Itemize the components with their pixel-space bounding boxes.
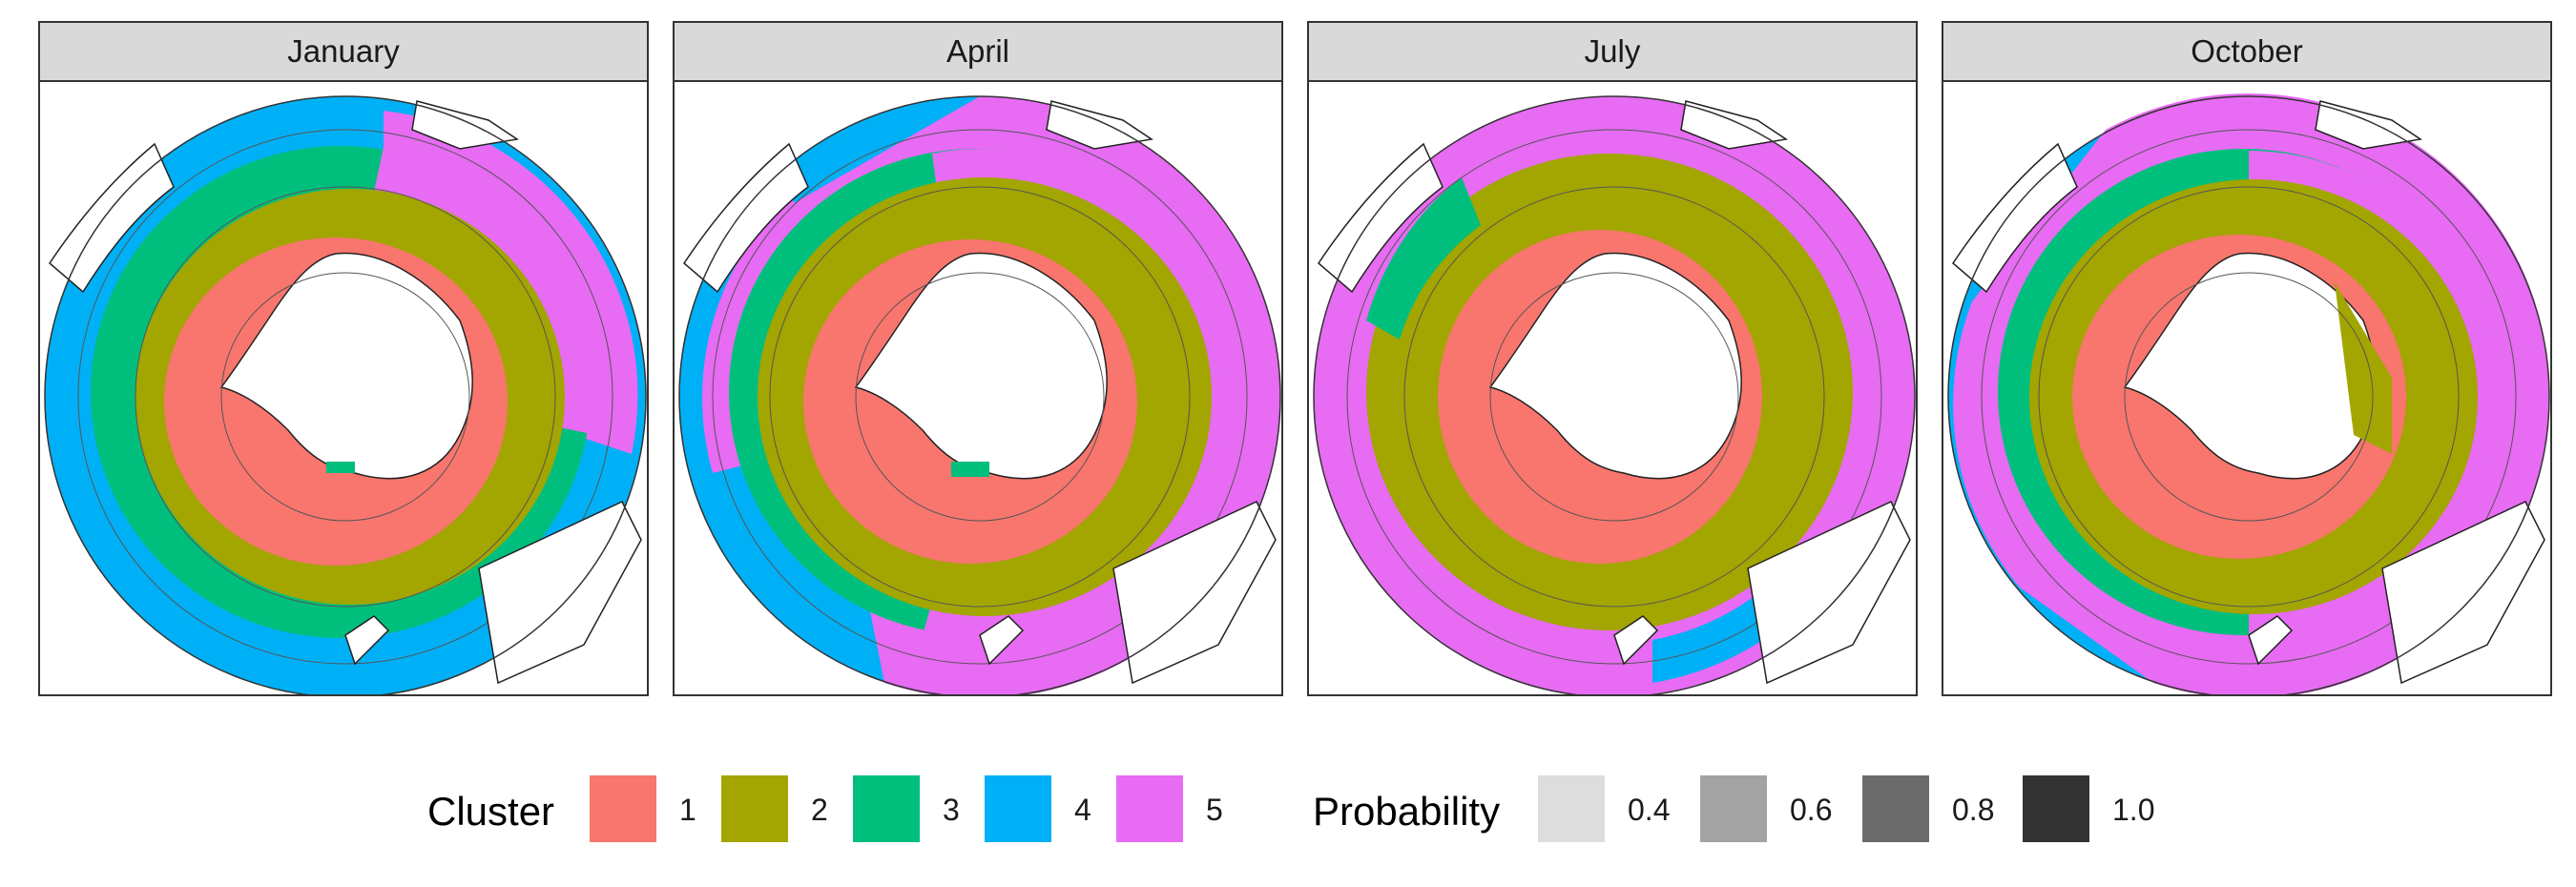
new-zealand-landmass — [344, 615, 390, 666]
graticule-ring — [712, 129, 1248, 665]
cluster-label: 5 — [1206, 793, 1223, 827]
cluster-swatch-2 — [721, 775, 788, 842]
map-boundary — [1947, 95, 2550, 694]
map-boundary — [1313, 95, 1916, 694]
africa-tip-landmass — [1680, 100, 1788, 150]
panel-october: October — [1942, 21, 2552, 696]
legend: Cluster 1 2 3 4 5 Probability 0.4 0.6 0.… — [0, 768, 2576, 854]
new-zealand-landmass — [1613, 615, 1659, 666]
cluster-swatch-1 — [590, 775, 656, 842]
probability-legend-title: Probability — [1313, 789, 1501, 834]
graticule-ring — [1403, 186, 1825, 608]
panel-title: April — [673, 21, 1283, 82]
map-boundary — [678, 95, 1281, 694]
probability-label: 0.8 — [1952, 793, 1995, 827]
map-svg — [1313, 95, 1916, 694]
panel-title: January — [38, 21, 649, 82]
cluster-label: 1 — [679, 793, 696, 827]
polar-map — [673, 82, 1283, 696]
graticule-ring — [1489, 272, 1739, 522]
africa-tip-landmass — [411, 100, 519, 150]
antarctica-landmass — [2123, 252, 2377, 480]
graticule-ring — [769, 186, 1191, 608]
africa-tip-landmass — [2315, 100, 2422, 150]
graticule-ring — [855, 272, 1105, 522]
zone-cluster-3 — [1366, 177, 1481, 340]
panel-april: April — [673, 21, 1283, 696]
polar-map — [1307, 82, 1918, 696]
africa-tip-landmass — [1046, 100, 1153, 150]
cluster-label: 3 — [943, 793, 960, 827]
panel-title: October — [1942, 21, 2552, 82]
ross-ice-shelf-patch — [326, 462, 355, 473]
polar-map — [1942, 82, 2552, 696]
graticule-ring — [2038, 186, 2460, 608]
cluster-swatch-3 — [853, 775, 920, 842]
panel-july: July — [1307, 21, 1918, 696]
australia-landmass — [478, 501, 642, 685]
graticule-ring — [135, 186, 556, 608]
probability-swatch-1-0 — [2023, 775, 2089, 842]
cluster-label: 2 — [811, 793, 828, 827]
probability-swatch-0-6 — [1700, 775, 1767, 842]
map-svg — [1947, 93, 2550, 694]
cluster-label: 4 — [1074, 793, 1091, 827]
zone-cluster-2-wedge — [2335, 282, 2392, 454]
graticule-ring — [77, 129, 613, 665]
probability-label: 0.4 — [1628, 793, 1671, 827]
new-zealand-landmass — [2248, 615, 2294, 666]
australia-landmass — [1112, 501, 1277, 685]
cluster-swatch-5 — [1116, 775, 1183, 842]
graticule-ring — [1981, 129, 2517, 665]
probability-label: 0.6 — [1790, 793, 1833, 827]
polar-map — [38, 82, 649, 696]
map-svg — [44, 95, 647, 694]
new-zealand-landmass — [979, 615, 1025, 666]
map-svg — [678, 95, 1281, 694]
panel-january: January — [38, 21, 649, 696]
australia-landmass — [2381, 501, 2545, 685]
probability-label: 1.0 — [2112, 793, 2155, 827]
panel-title: July — [1307, 21, 1918, 82]
graticule-ring — [220, 272, 470, 522]
facet-panels: January — [38, 21, 2552, 696]
graticule-ring — [1346, 129, 1882, 665]
map-boundary — [44, 95, 647, 694]
cluster-legend-title: Cluster — [427, 789, 555, 834]
antarctica-landmass — [1488, 252, 1742, 480]
cluster-swatch-4 — [985, 775, 1051, 842]
probability-swatch-0-8 — [1862, 775, 1929, 842]
zone-cluster-5-inner — [374, 147, 599, 435]
australia-landmass — [1747, 501, 1911, 685]
ross-ice-shelf-patch — [951, 462, 989, 477]
graticule-ring — [2124, 272, 2374, 522]
probability-swatch-0-4 — [1538, 775, 1605, 842]
